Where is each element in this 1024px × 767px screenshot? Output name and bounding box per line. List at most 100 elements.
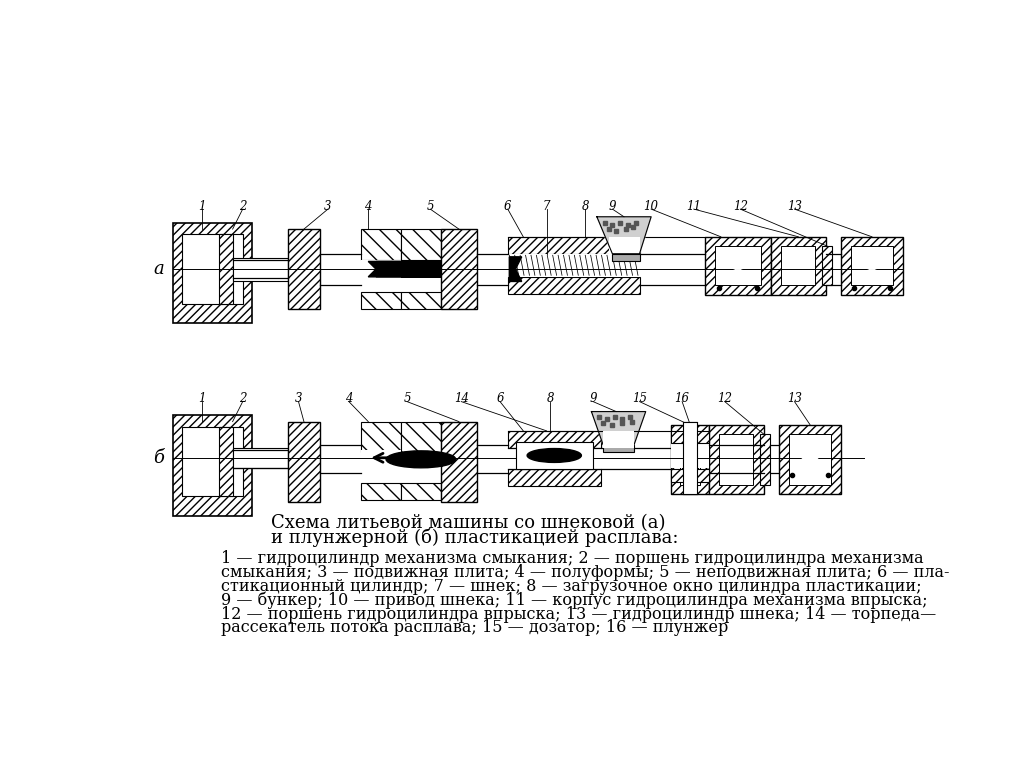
Bar <box>682 442 697 476</box>
Bar <box>360 260 400 278</box>
Bar <box>841 237 903 295</box>
Bar <box>671 425 710 494</box>
Text: 8: 8 <box>582 199 589 212</box>
Text: 1: 1 <box>198 392 206 405</box>
Text: 6: 6 <box>504 199 512 212</box>
Bar <box>360 483 400 500</box>
Bar <box>671 469 710 482</box>
Bar <box>288 229 321 309</box>
Bar <box>760 434 770 485</box>
Bar <box>612 254 640 262</box>
Bar <box>233 258 288 281</box>
Bar <box>781 246 815 285</box>
Text: а: а <box>154 260 165 278</box>
Text: 3: 3 <box>325 199 332 212</box>
Bar <box>182 427 243 496</box>
Bar <box>400 292 441 309</box>
Bar <box>360 260 400 278</box>
Circle shape <box>802 452 818 467</box>
Text: 7: 7 <box>543 199 550 212</box>
Bar <box>851 246 893 285</box>
Text: 9 — бункер; 10 — привод шнека; 11 — корпус гидроцилиндра механизма впрыска;: 9 — бункер; 10 — привод шнека; 11 — корп… <box>221 591 928 609</box>
Bar <box>671 431 710 443</box>
Bar <box>508 277 640 294</box>
Polygon shape <box>376 262 441 277</box>
Bar <box>608 237 640 254</box>
Bar <box>441 422 477 502</box>
Bar <box>779 425 841 494</box>
Bar <box>219 427 233 496</box>
Text: стикационный цилиндр; 7 — шнек; 8 — загрузочное окно цилиндра пластикации;: стикационный цилиндр; 7 — шнек; 8 — загр… <box>221 578 922 595</box>
Ellipse shape <box>527 449 582 463</box>
Text: 1 — гидроцилиндр механизма смыкания; 2 — поршень гидроцилиндра механизма: 1 — гидроцилиндр механизма смыкания; 2 —… <box>221 550 924 567</box>
Text: и плунжерной (б) пластикацией расплава:: и плунжерной (б) пластикацией расплава: <box>271 528 679 547</box>
Bar <box>400 260 441 278</box>
Text: 12: 12 <box>733 199 748 212</box>
Text: 9: 9 <box>589 392 597 405</box>
Bar <box>508 237 640 254</box>
Bar <box>400 229 441 260</box>
Bar <box>719 434 754 485</box>
Text: 2: 2 <box>239 392 247 405</box>
Text: 16: 16 <box>675 392 689 405</box>
Bar <box>400 483 441 500</box>
Text: 12: 12 <box>717 392 732 405</box>
Bar <box>671 443 710 468</box>
Bar <box>716 246 761 285</box>
Text: 12 — поршень гидроцилиндра впрыска; 13 — гидроцилиндр шнека; 14 — торпеда—: 12 — поршень гидроцилиндра впрыска; 13 —… <box>221 606 936 623</box>
Bar <box>360 450 400 469</box>
Bar <box>233 448 288 468</box>
Bar <box>603 431 634 448</box>
Bar <box>790 434 830 485</box>
Bar <box>288 422 321 502</box>
Text: 13: 13 <box>787 392 802 405</box>
Bar <box>706 237 771 295</box>
Bar <box>710 425 764 494</box>
Bar <box>508 254 640 277</box>
Text: 5: 5 <box>427 199 434 212</box>
Text: 14: 14 <box>454 392 469 405</box>
Bar <box>173 416 252 515</box>
Bar <box>441 229 477 309</box>
Text: 6: 6 <box>497 392 504 405</box>
Bar <box>771 237 825 295</box>
Bar <box>508 431 601 448</box>
Bar <box>360 422 400 453</box>
Text: 15: 15 <box>632 392 647 405</box>
Text: смыкания; 3 — подвижная плита; 4 — полуформы; 5 — неподвижная плита; 6 — пла-: смыкания; 3 — подвижная плита; 4 — полуф… <box>221 564 949 581</box>
Text: 11: 11 <box>686 199 701 212</box>
Bar <box>821 246 833 285</box>
Polygon shape <box>509 257 521 281</box>
Bar <box>360 292 400 309</box>
Text: 9: 9 <box>608 199 616 212</box>
Text: 2: 2 <box>239 199 247 212</box>
Bar <box>680 434 700 485</box>
Text: рассекатель потока расплава; 15 — дозатор; 16 — плунжер: рассекатель потока расплава; 15 — дозато… <box>221 620 728 637</box>
Text: 3: 3 <box>295 392 302 405</box>
Circle shape <box>730 269 745 285</box>
Bar <box>360 229 400 260</box>
Circle shape <box>864 269 880 285</box>
Bar <box>603 445 634 453</box>
Text: 13: 13 <box>787 199 802 212</box>
Polygon shape <box>369 262 423 277</box>
Text: 5: 5 <box>403 392 411 405</box>
Bar <box>683 422 697 494</box>
Bar <box>515 443 593 469</box>
Text: б: б <box>154 449 165 467</box>
Text: 10: 10 <box>644 199 658 212</box>
Polygon shape <box>592 412 646 445</box>
Text: 8: 8 <box>547 392 554 405</box>
Bar <box>173 223 252 323</box>
Text: 4: 4 <box>345 392 352 405</box>
Bar <box>400 422 441 453</box>
Bar <box>508 448 601 469</box>
Text: Схема литьевой машины со шнековой (а): Схема литьевой машины со шнековой (а) <box>271 514 666 532</box>
Bar <box>219 235 233 304</box>
Text: 4: 4 <box>365 199 372 212</box>
Bar <box>508 469 601 486</box>
Ellipse shape <box>386 451 456 468</box>
Polygon shape <box>597 217 651 254</box>
Text: 1: 1 <box>198 199 206 212</box>
Bar <box>182 235 243 304</box>
